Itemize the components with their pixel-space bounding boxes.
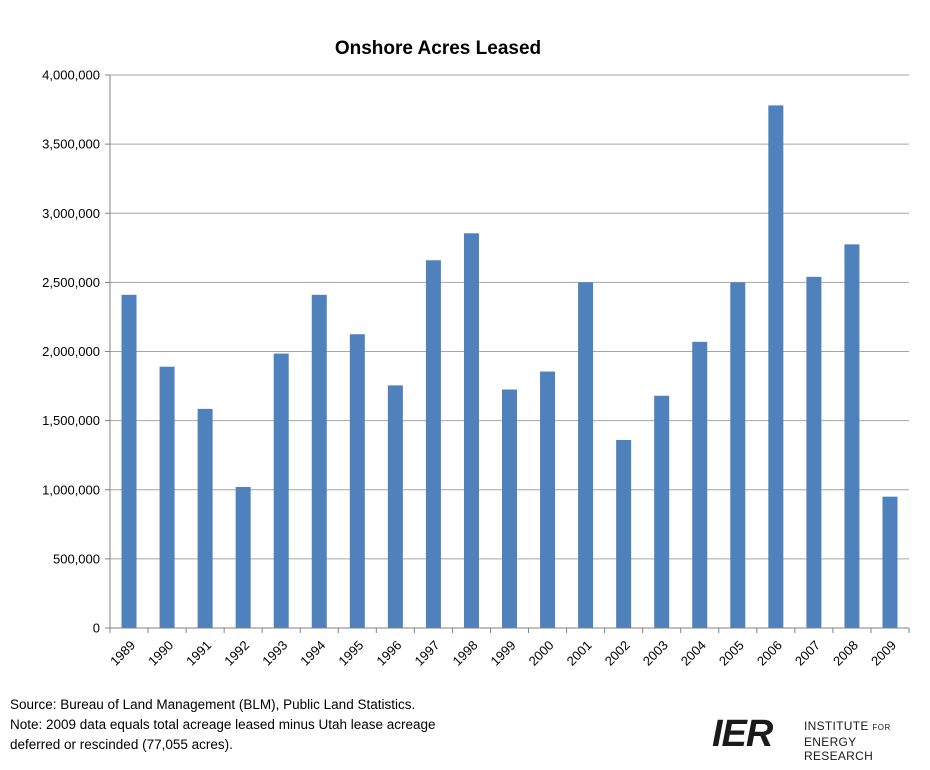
bar-2000 <box>540 371 556 628</box>
x-tick-label: 2002 <box>602 638 633 669</box>
bar-2004 <box>692 341 708 628</box>
x-tick-label: 1994 <box>297 638 328 669</box>
x-tick-label: 2001 <box>564 638 595 669</box>
x-tick-label: 1992 <box>221 638 252 669</box>
x-tick-label: 1998 <box>450 638 481 669</box>
y-tick-label: 4,000,000 <box>42 68 100 83</box>
x-tick-label: 1990 <box>145 638 176 669</box>
bar-2002 <box>616 439 632 628</box>
x-tick-label: 1991 <box>183 638 214 669</box>
data-note-line2: deferred or rescinded (77,055 acres). <box>10 737 233 752</box>
x-axis: 1989 1990 1991 1992 1993 1994 1995 1996 1997 1998… <box>107 627 910 669</box>
data-note-line1: Note: 2009 data equals total acreage lea… <box>10 717 436 732</box>
x-tick-label: 1989 <box>107 638 138 669</box>
x-tick-label: 1996 <box>373 638 404 669</box>
x-tick-label: 1999 <box>488 638 519 669</box>
ier-logo: IER INSTITUTE FOR ENERGY RESEARCH <box>712 712 912 763</box>
footnote: Source: Bureau of Land Management (BLM),… <box>10 695 436 755</box>
logo-line1-small: FOR <box>872 723 891 732</box>
bar-1990 <box>159 366 175 628</box>
x-tick-label: 2000 <box>526 638 557 669</box>
bar-1989 <box>121 294 137 628</box>
bar-2001 <box>578 282 594 628</box>
bar-1998 <box>463 233 479 628</box>
bar-1999 <box>502 389 517 628</box>
x-tick-label: 1993 <box>259 638 290 669</box>
y-tick-label: 2,000,000 <box>42 344 100 359</box>
bars <box>121 105 898 629</box>
y-tick-label: 1,000,000 <box>42 482 100 497</box>
y-tick-label: 1,500,000 <box>42 413 100 428</box>
bar-2007 <box>806 276 822 628</box>
logo-line1: INSTITUTE <box>804 719 869 733</box>
bar-1993 <box>273 353 289 628</box>
bar-1991 <box>197 408 213 628</box>
y-axis: 0 500,000 1,000,000 1,500,000 2,000,000 2,500… <box>42 68 111 636</box>
y-tick-label: 500,000 <box>53 551 100 566</box>
x-tick-label: 1995 <box>335 638 366 669</box>
bar-1995 <box>349 334 365 628</box>
bar-2009 <box>882 496 898 628</box>
chart-title: Onshore Acres Leased <box>335 38 541 59</box>
ier-logo-mark: IER <box>712 713 773 755</box>
y-tick-label: 3,500,000 <box>42 137 100 152</box>
bar-2008 <box>844 244 860 628</box>
x-tick-label: 2007 <box>792 638 823 669</box>
x-tick-label: 2009 <box>868 638 899 669</box>
x-tick-label: 2005 <box>716 638 747 669</box>
x-tick-label: 2004 <box>678 638 709 669</box>
source-note: Source: Bureau of Land Management (BLM),… <box>10 697 416 712</box>
ier-logo-text: INSTITUTE FOR ENERGY RESEARCH <box>804 719 912 763</box>
bar-2005 <box>730 282 746 628</box>
bar-1994 <box>311 294 327 628</box>
logo-line2: ENERGY RESEARCH <box>804 735 874 763</box>
x-tick-label: 1997 <box>411 638 442 669</box>
x-tick-label: 2003 <box>640 638 671 669</box>
x-tick-label: 2008 <box>830 638 861 669</box>
bar-2006 <box>768 105 784 629</box>
y-tick-label: 0 <box>93 621 100 636</box>
x-tick-label: 2006 <box>754 638 785 669</box>
bar-chart: Onshore Acres Leased 0 500,000 1,000,000 1,… <box>42 38 910 669</box>
bar-1996 <box>387 385 403 628</box>
bar-2003 <box>654 395 670 628</box>
y-tick-label: 2,500,000 <box>42 275 100 290</box>
y-tick-label: 3,000,000 <box>42 206 100 221</box>
bar-1992 <box>235 486 251 628</box>
bar-1997 <box>425 260 441 628</box>
